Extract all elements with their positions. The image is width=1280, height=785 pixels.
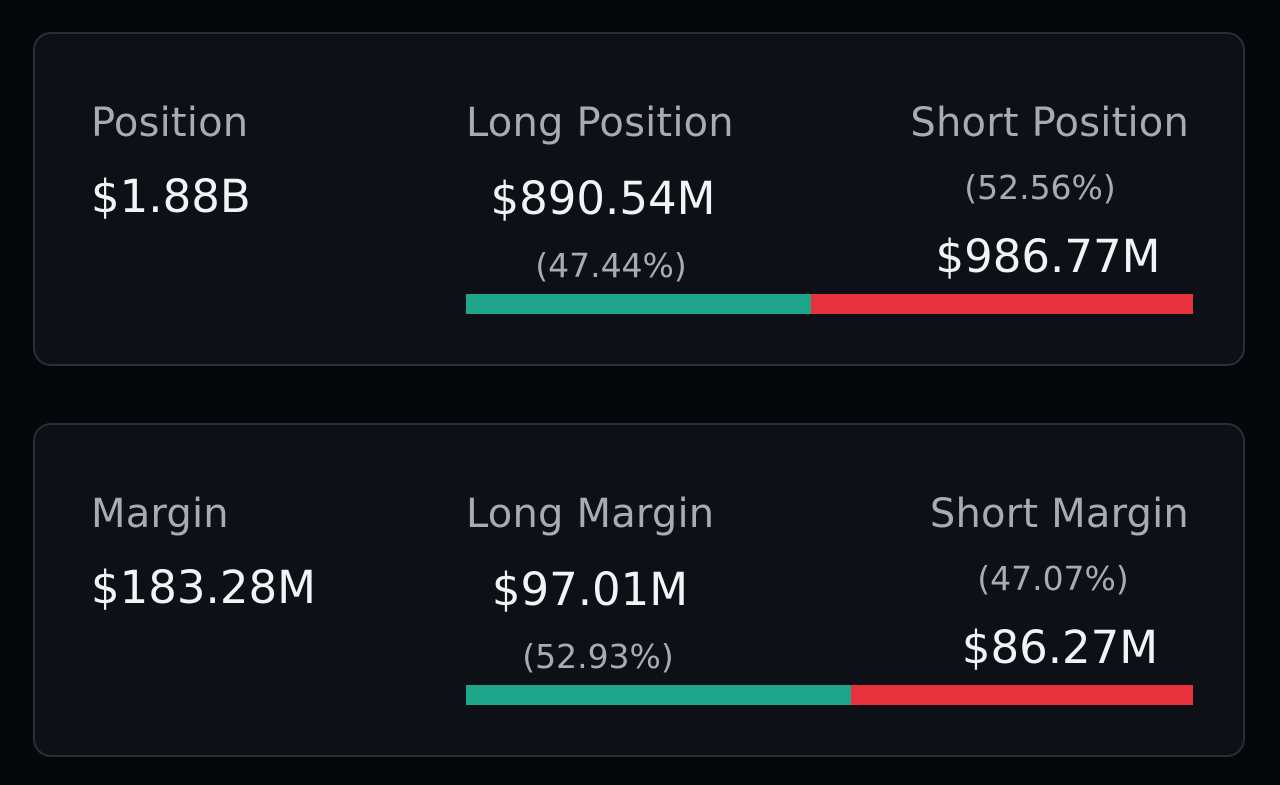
margin-card: Margin $183.28M Long Margin $97.01M (52.… <box>33 423 1245 757</box>
long-position-label: Long Position <box>466 100 734 146</box>
margin-long-segment <box>466 685 851 705</box>
position-card: Position $1.88B Long Position $890.54M (… <box>33 32 1245 366</box>
long-margin-value: $97.01M <box>491 563 689 616</box>
long-position-percent: (47.44%) <box>535 246 687 285</box>
position-title: Position <box>91 100 249 146</box>
long-margin-label: Long Margin <box>466 491 715 537</box>
long-position-value: $890.54M <box>490 172 716 225</box>
long-margin-percent: (52.93%) <box>522 637 674 676</box>
short-position-label: Short Position <box>910 100 1189 146</box>
margin-title: Margin <box>91 491 229 537</box>
margin-ratio-bar <box>466 685 1193 705</box>
position-ratio-bar <box>466 294 1193 314</box>
margin-short-segment <box>850 685 1193 705</box>
short-margin-label: Short Margin <box>929 491 1189 537</box>
position-long-segment <box>466 294 811 314</box>
position-short-segment <box>810 294 1193 314</box>
position-total-value: $1.88B <box>91 170 251 223</box>
short-position-percent: (52.56%) <box>964 168 1116 207</box>
short-margin-percent: (47.07%) <box>977 559 1129 598</box>
margin-total-value: $183.28M <box>91 561 316 614</box>
short-position-value: $986.77M <box>935 230 1161 283</box>
short-margin-value: $86.27M <box>961 621 1159 674</box>
